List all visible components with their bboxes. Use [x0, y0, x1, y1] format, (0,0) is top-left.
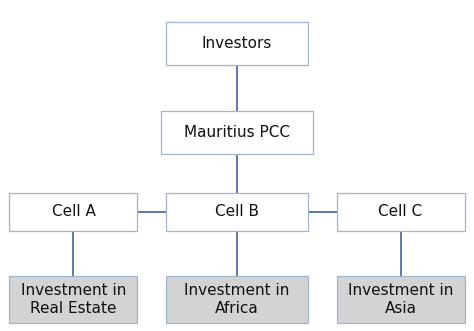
FancyBboxPatch shape	[166, 276, 308, 323]
FancyBboxPatch shape	[166, 22, 308, 65]
FancyBboxPatch shape	[337, 193, 465, 231]
Text: Mauritius PCC: Mauritius PCC	[184, 125, 290, 140]
FancyBboxPatch shape	[9, 193, 137, 231]
Text: Cell B: Cell B	[215, 204, 259, 219]
Text: Investors: Investors	[202, 35, 272, 51]
FancyBboxPatch shape	[161, 111, 313, 154]
FancyBboxPatch shape	[166, 193, 308, 231]
Text: Investment in
Asia: Investment in Asia	[348, 283, 453, 316]
FancyBboxPatch shape	[337, 276, 465, 323]
Text: Investment in
Africa: Investment in Africa	[184, 283, 290, 316]
FancyBboxPatch shape	[9, 276, 137, 323]
Text: Cell C: Cell C	[378, 204, 423, 219]
Text: Cell A: Cell A	[52, 204, 95, 219]
Text: Investment in
Real Estate: Investment in Real Estate	[21, 283, 126, 316]
